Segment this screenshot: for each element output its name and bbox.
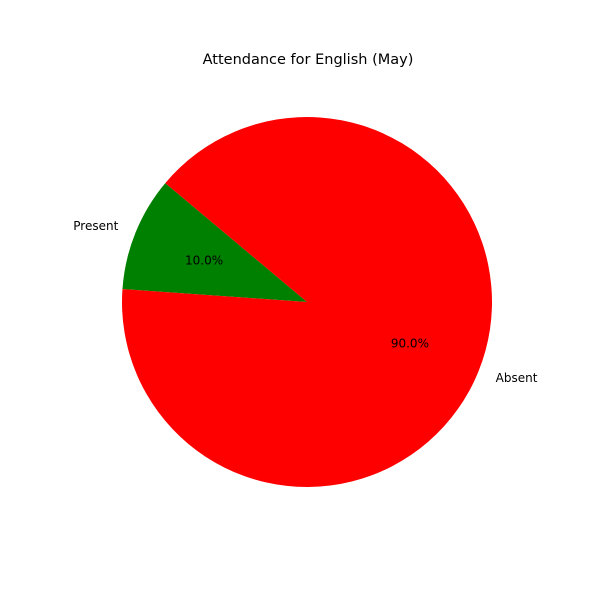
pie-slices [122, 116, 492, 487]
slice-label-present: Present [73, 219, 118, 233]
slice-percent-absent: 90.0% [391, 337, 429, 351]
slice-percent-present: 10.0% [185, 253, 223, 267]
pie-labels: Present 10.0% Absent 90.0% [73, 219, 537, 385]
pie-slice-present [122, 183, 307, 302]
slice-label-absent: Absent [496, 371, 538, 385]
chart-title: Attendance for English (May) [203, 52, 414, 68]
pie-slice-absent [122, 116, 492, 487]
